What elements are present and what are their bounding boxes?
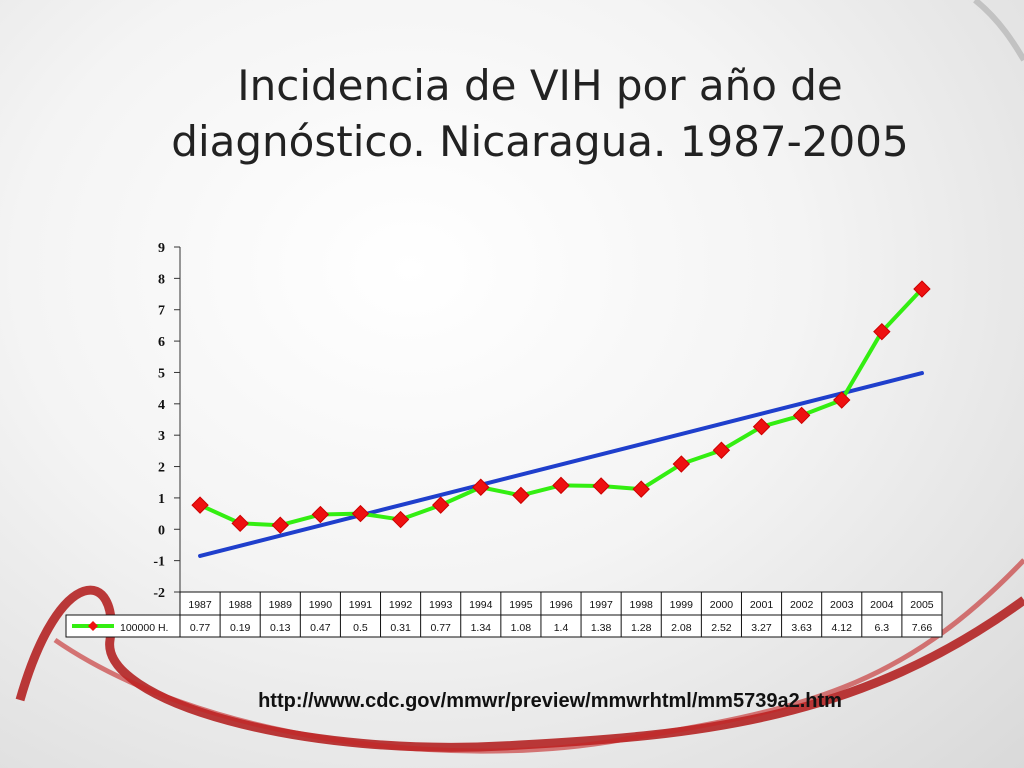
data-point-marker	[311, 505, 330, 524]
data-point-marker	[271, 516, 289, 534]
y-tick-label: 4	[158, 398, 165, 413]
x-category-label: 1995	[509, 599, 533, 611]
data-value-label: 6.3	[875, 622, 890, 634]
y-tick-label: 6	[158, 335, 165, 350]
slide-title: Incidencia de VIH por año de diagnóstico…	[140, 58, 940, 170]
data-point-marker	[191, 496, 209, 514]
legend-series-name: 100000 H.	[120, 622, 168, 634]
data-point-marker	[231, 514, 249, 533]
x-category-label: 1994	[469, 599, 493, 611]
data-value-label: 2.52	[711, 622, 732, 634]
table-value-row	[65, 614, 943, 638]
data-value-label: 1.38	[591, 622, 612, 634]
y-tick-label: 8	[158, 272, 165, 287]
y-tick-label: 3	[158, 429, 165, 444]
data-value-label: 0.77	[430, 622, 451, 634]
x-category-label: 1998	[630, 599, 654, 611]
data-value-label: 0.13	[270, 622, 291, 634]
data-value-label: 3.63	[791, 622, 812, 634]
x-category-label: 1997	[589, 599, 613, 611]
data-value-label: 1.08	[511, 622, 532, 634]
data-point-marker	[712, 441, 731, 459]
data-point-marker	[512, 486, 530, 505]
x-category-label: 1992	[389, 599, 413, 611]
x-category-label: 1996	[549, 599, 573, 611]
data-value-label: 2.08	[671, 622, 692, 634]
data-point-marker	[552, 476, 570, 495]
data-point-marker	[833, 391, 851, 409]
data-value-label: 0.47	[310, 622, 331, 634]
x-category-label: 1988	[228, 599, 252, 611]
data-point-marker	[672, 455, 691, 473]
data-value-label: 4.12	[832, 622, 853, 634]
data-value-label: 1.28	[631, 622, 652, 634]
x-category-label: 2003	[830, 599, 854, 611]
data-value-label: 7.66	[912, 622, 933, 634]
x-category-label: 1989	[269, 599, 293, 611]
data-value-label: 1.34	[471, 622, 492, 634]
ribbon-curve-topright	[973, 0, 1024, 62]
data-point-marker	[792, 406, 811, 425]
trend-line	[198, 371, 924, 558]
data-value-label: 0.19	[230, 622, 251, 634]
legend-marker-swatch	[88, 621, 98, 631]
y-tick-label: 5	[158, 366, 165, 381]
data-point-marker	[592, 477, 610, 495]
data-value-label: 3.27	[751, 622, 772, 634]
title-line-1: Incidencia de VIH por año de	[237, 61, 843, 110]
data-value-label: 0.5	[353, 622, 368, 634]
ribbon-curve-upper	[53, 558, 1024, 754]
x-category-label: 2004	[870, 599, 894, 611]
x-category-label: 2005	[910, 599, 934, 611]
x-category-label: 2000	[710, 599, 734, 611]
data-point-marker	[873, 322, 891, 341]
x-category-label: 2002	[790, 599, 814, 611]
data-point-marker	[752, 418, 771, 436]
data-point-marker	[632, 480, 650, 498]
y-tick-label: 1	[158, 492, 165, 507]
data-value-label: 1.4	[554, 622, 569, 634]
x-category-label: 2001	[750, 599, 774, 611]
x-category-label: 1990	[309, 599, 333, 611]
data-value-label: 0.31	[390, 622, 411, 634]
x-category-label: 1999	[670, 599, 694, 611]
data-point-marker	[431, 496, 450, 514]
data-point-marker	[351, 504, 370, 523]
y-tick-label: 9	[158, 241, 165, 256]
title-line-2: diagnóstico. Nicaragua. 1987-2005	[171, 117, 909, 166]
x-category-label: 1991	[349, 599, 373, 611]
y-tick-label: 0	[158, 523, 165, 538]
data-point-marker	[913, 280, 931, 298]
data-point-marker	[391, 510, 410, 529]
y-tick-label: 7	[158, 304, 165, 319]
y-tick-label: -1	[153, 555, 165, 570]
x-category-label: 1993	[429, 599, 453, 611]
data-value-label: 0.77	[190, 622, 211, 634]
x-category-label: 1987	[188, 599, 212, 611]
y-tick-label: 2	[158, 461, 165, 476]
data-point-marker	[472, 478, 490, 496]
y-tick-label: -2	[153, 586, 165, 601]
source-link[interactable]: http://www.cdc.gov/mmwr/preview/mmwrhtml…	[258, 690, 842, 712]
